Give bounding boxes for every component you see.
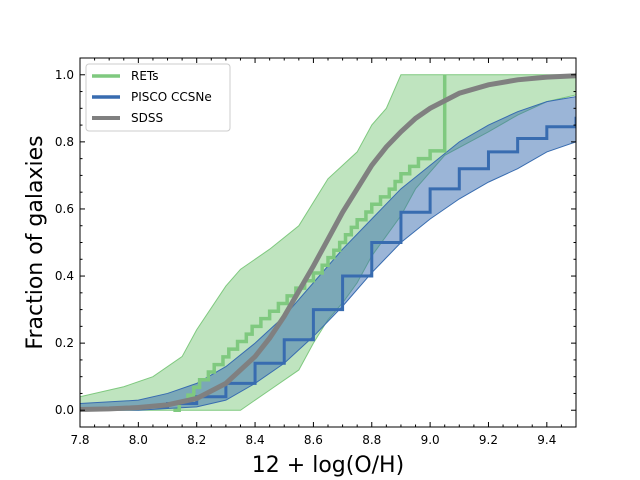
axis-ticks: [79, 58, 576, 428]
pisco-ccsne-band: [80, 96, 576, 411]
x-tick-label: 8.6: [304, 433, 323, 447]
pisco-ccsne-legend-label: PISCO CCSNe: [131, 90, 212, 104]
y-tick-label: 1.0: [55, 68, 74, 82]
x-tick-label: 8.8: [362, 433, 381, 447]
x-tick-label: 7.8: [70, 433, 89, 447]
y-tick-label: 0.2: [55, 336, 74, 350]
rets-line: [173, 74, 447, 412]
x-tick-labels: 7.8 8.0 8.2 8.4 8.6 8.8 9.0 9.2 9.4: [70, 433, 556, 447]
y-tick-label: 0.4: [55, 269, 74, 283]
series-lines: [80, 73, 576, 413]
x-tick-label: 8.0: [129, 433, 148, 447]
pisco-ccsne-line: [80, 116, 576, 411]
sdss-legend-label: SDSS: [131, 111, 163, 125]
x-tick-label: 9.0: [421, 433, 440, 447]
y-tick-label: 0.8: [55, 135, 74, 149]
y-tick-labels: 0.0 0.2 0.4 0.6 0.8 1.0: [55, 68, 74, 417]
y-axis-label: Fraction of galaxies: [23, 135, 48, 349]
x-tick-label: 9.4: [537, 433, 556, 447]
sdss-line: [80, 73, 576, 413]
y-tick-label: 0.0: [55, 403, 74, 417]
x-tick-label: 8.4: [246, 433, 265, 447]
x-axis-label: 12 + log(O/H): [252, 453, 404, 478]
x-tick-label: 8.2: [187, 433, 206, 447]
legend-box: [85, 63, 231, 132]
legend: RETs PISCO CCSNe SDSS: [85, 63, 231, 132]
x-tick-label: 9.2: [479, 433, 498, 447]
rets-legend-label: RETs: [131, 69, 159, 83]
y-tick-label: 0.6: [55, 202, 74, 216]
